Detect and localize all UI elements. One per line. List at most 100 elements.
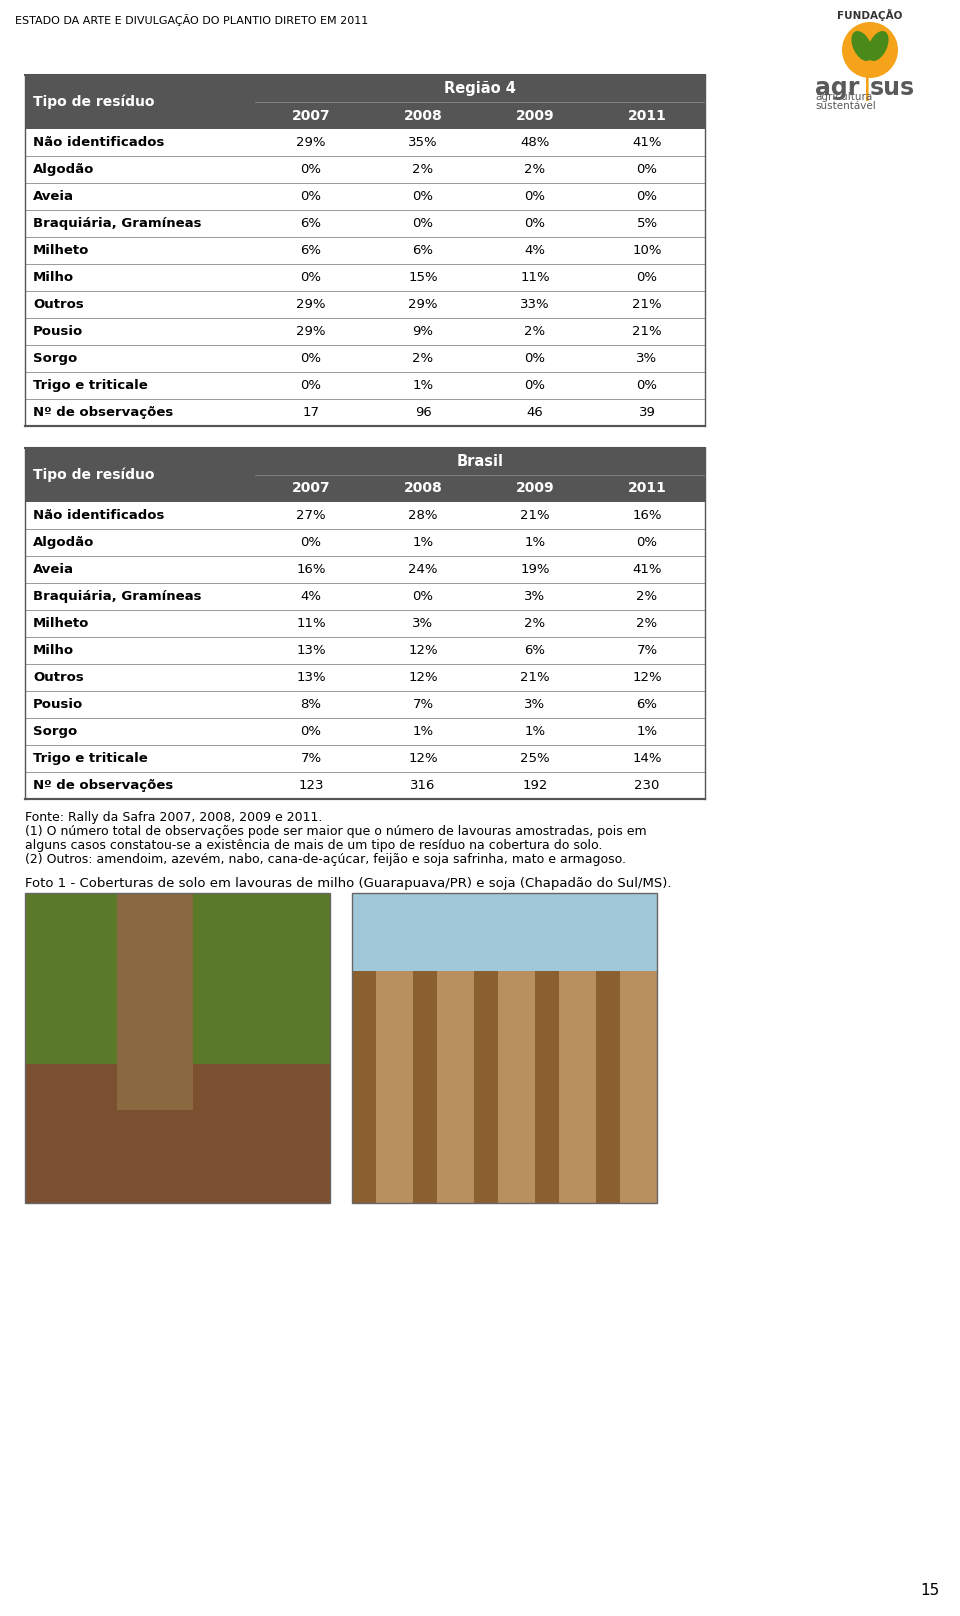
Bar xyxy=(352,894,657,971)
Bar xyxy=(474,971,498,1202)
Text: 3%: 3% xyxy=(524,698,545,711)
Text: 48%: 48% xyxy=(520,136,550,149)
Text: 19%: 19% xyxy=(520,562,550,575)
Text: (1) O número total de observações pode ser maior que o número de lavouras amostr: (1) O número total de observações pode s… xyxy=(25,826,647,839)
Text: 0%: 0% xyxy=(300,191,322,204)
Bar xyxy=(25,183,705,210)
Text: Nº de observações: Nº de observações xyxy=(33,406,173,419)
Text: Aveia: Aveia xyxy=(33,191,74,204)
Text: Sorgo: Sorgo xyxy=(33,352,77,365)
Text: 3%: 3% xyxy=(524,590,545,603)
Bar xyxy=(25,344,705,372)
Text: 0%: 0% xyxy=(413,191,434,204)
Text: 2011: 2011 xyxy=(628,482,666,496)
Text: 21%: 21% xyxy=(520,509,550,522)
Text: agr: agr xyxy=(815,76,859,100)
Text: 2%: 2% xyxy=(524,163,545,176)
Text: Foto 1 - Coberturas de solo em lavouras de milho (Guarapuava/PR) e soja (Chapadã: Foto 1 - Coberturas de solo em lavouras … xyxy=(25,877,671,890)
Text: |: | xyxy=(863,76,872,100)
Text: 10%: 10% xyxy=(633,244,661,257)
Text: 0%: 0% xyxy=(413,590,434,603)
Text: 35%: 35% xyxy=(408,136,438,149)
Text: 9%: 9% xyxy=(413,325,434,338)
Text: 2%: 2% xyxy=(524,325,545,338)
Bar xyxy=(25,157,705,183)
Text: 25%: 25% xyxy=(520,751,550,764)
Text: 13%: 13% xyxy=(297,671,325,684)
Text: 29%: 29% xyxy=(297,325,325,338)
Text: Região 4: Região 4 xyxy=(444,81,516,95)
Text: 12%: 12% xyxy=(408,671,438,684)
Text: 2009: 2009 xyxy=(516,108,554,123)
Text: 1%: 1% xyxy=(413,726,434,739)
Text: 12%: 12% xyxy=(633,671,661,684)
Text: 0%: 0% xyxy=(636,163,658,176)
Text: 2%: 2% xyxy=(524,617,545,630)
Bar xyxy=(25,263,705,291)
Bar xyxy=(535,971,560,1202)
Text: 46: 46 xyxy=(527,406,543,419)
Bar xyxy=(25,609,705,637)
Circle shape xyxy=(842,23,898,78)
Bar xyxy=(25,692,705,718)
Text: 28%: 28% xyxy=(408,509,438,522)
Text: 316: 316 xyxy=(410,779,436,792)
Text: 1%: 1% xyxy=(636,726,658,739)
Text: 7%: 7% xyxy=(300,751,322,764)
Text: 123: 123 xyxy=(299,779,324,792)
Ellipse shape xyxy=(852,31,873,61)
Text: (2) Outros: amendoim, azevém, nabo, cana-de-açúcar, feijão e soja safrinha, mato: (2) Outros: amendoim, azevém, nabo, cana… xyxy=(25,853,626,866)
Text: 230: 230 xyxy=(635,779,660,792)
Bar xyxy=(25,664,705,692)
Text: 39: 39 xyxy=(638,406,656,419)
Text: Pousio: Pousio xyxy=(33,698,84,711)
Text: 15%: 15% xyxy=(408,271,438,284)
Text: sus: sus xyxy=(870,76,915,100)
Bar xyxy=(25,318,705,344)
Text: 6%: 6% xyxy=(524,645,545,658)
Text: 33%: 33% xyxy=(520,297,550,310)
Text: 0%: 0% xyxy=(300,726,322,739)
Text: 12%: 12% xyxy=(408,645,438,658)
Text: 6%: 6% xyxy=(300,217,322,229)
Text: 29%: 29% xyxy=(408,297,438,310)
Text: 2%: 2% xyxy=(413,352,434,365)
Text: 0%: 0% xyxy=(300,537,322,549)
Text: Milho: Milho xyxy=(33,645,74,658)
Text: Não identificados: Não identificados xyxy=(33,136,164,149)
Text: 0%: 0% xyxy=(300,352,322,365)
Text: 2%: 2% xyxy=(636,617,658,630)
Text: 0%: 0% xyxy=(300,163,322,176)
Text: FUNDAÇÃO: FUNDAÇÃO xyxy=(837,10,902,21)
Text: 0%: 0% xyxy=(524,380,545,393)
Bar xyxy=(25,583,705,609)
Text: Outros: Outros xyxy=(33,671,84,684)
Text: 2011: 2011 xyxy=(628,108,666,123)
Text: 0%: 0% xyxy=(636,380,658,393)
Text: ESTADO DA ARTE E DIVULGAÇÃO DO PLANTIO DIRETO EM 2011: ESTADO DA ARTE E DIVULGAÇÃO DO PLANTIO D… xyxy=(15,15,369,26)
Bar xyxy=(596,971,620,1202)
Text: Tipo de resíduo: Tipo de resíduo xyxy=(33,95,155,110)
Bar xyxy=(25,238,705,263)
Text: Algodão: Algodão xyxy=(33,163,94,176)
Text: Trigo e triticale: Trigo e triticale xyxy=(33,380,148,393)
Bar xyxy=(352,971,376,1202)
Text: 14%: 14% xyxy=(633,751,661,764)
Text: 96: 96 xyxy=(415,406,431,419)
Bar xyxy=(116,894,193,1110)
Text: Trigo e triticale: Trigo e triticale xyxy=(33,751,148,764)
Text: Braquiária, Gramíneas: Braquiária, Gramíneas xyxy=(33,217,202,229)
Bar xyxy=(25,894,330,1202)
Text: 13%: 13% xyxy=(297,645,325,658)
Text: 192: 192 xyxy=(522,779,548,792)
Text: 7%: 7% xyxy=(636,645,658,658)
Bar xyxy=(25,74,705,129)
Text: 2007: 2007 xyxy=(292,108,330,123)
Text: Não identificados: Não identificados xyxy=(33,509,164,522)
Text: Braquiária, Gramíneas: Braquiária, Gramíneas xyxy=(33,590,202,603)
Ellipse shape xyxy=(868,31,889,61)
Text: 0%: 0% xyxy=(524,217,545,229)
Text: 0%: 0% xyxy=(636,537,658,549)
Text: alguns casos constatou-se a existência de mais de um tipo de resíduo na cobertur: alguns casos constatou-se a existência d… xyxy=(25,839,602,852)
Text: 6%: 6% xyxy=(636,698,658,711)
